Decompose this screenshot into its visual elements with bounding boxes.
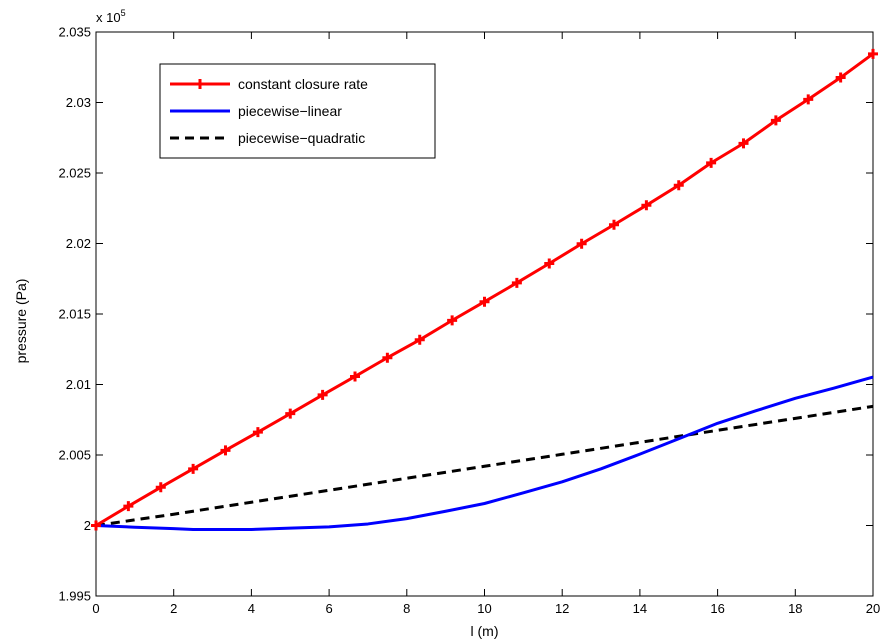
data-point-marker [706, 157, 717, 168]
data-point-marker [511, 277, 522, 288]
data-point-marker [835, 72, 846, 83]
data-point-marker [155, 482, 166, 493]
data-point-marker [803, 94, 814, 105]
legend-label-2: piecewise−quadratic [238, 130, 365, 146]
x-tick-label: 16 [710, 601, 724, 616]
y-tick-label: 1.995 [58, 589, 91, 604]
data-point-marker [91, 520, 101, 531]
x-tick-label: 8 [403, 601, 410, 616]
x-tick-label: 6 [325, 601, 332, 616]
legend-label-0: constant closure rate [238, 76, 368, 92]
legend-marker [195, 79, 205, 89]
data-point-marker [285, 408, 296, 419]
x-tick-label: 12 [555, 601, 569, 616]
data-point-marker [123, 501, 134, 512]
x-tick-label: 4 [248, 601, 255, 616]
y-tick-label: 2.02 [66, 236, 91, 251]
data-point-marker [317, 389, 328, 400]
y-axis-label: pressure (Pa) [13, 279, 29, 364]
data-point-marker [641, 200, 652, 211]
y-tick-label: 2.035 [58, 25, 91, 40]
data-point-marker [382, 352, 393, 363]
data-point-marker [544, 258, 555, 269]
data-point-marker [220, 445, 231, 456]
data-point-marker [576, 238, 587, 249]
data-point-marker [350, 371, 361, 382]
series-line-2 [95, 404, 874, 527]
x-tick-label: 0 [92, 601, 99, 616]
y-tick-label: 2.01 [66, 377, 91, 392]
x-tick-label: 2 [170, 601, 177, 616]
x-tick-label: 20 [866, 601, 880, 616]
y-axis-multiplier: x 105 [96, 8, 126, 25]
series-line-1 [95, 375, 874, 531]
x-tick-label: 18 [788, 601, 802, 616]
x-tick-label: 14 [633, 601, 647, 616]
legend-label-1: piecewise−linear [238, 103, 342, 119]
x-tick-label: 10 [477, 601, 491, 616]
legend: constant closure rate piecewise−linear pie… [159, 63, 436, 159]
y-tick-label: 2.03 [66, 95, 91, 110]
data-point-marker [608, 219, 619, 230]
data-point-marker [770, 115, 781, 126]
data-point-marker [868, 48, 878, 59]
x-axis-label: l (m) [471, 623, 499, 639]
data-point-marker [673, 180, 684, 191]
y-tick-label: 2.025 [58, 166, 91, 181]
y-tick-label: 2.015 [58, 307, 91, 322]
data-point-marker [188, 463, 199, 474]
data-point-marker [479, 296, 490, 307]
data-point-marker [738, 138, 749, 149]
data-point-marker [447, 315, 458, 326]
y-tick-label: 2.005 [58, 448, 91, 463]
plot-area: 0 2 4 6 8 10 12 14 16 18 20 1.995 2 2.005 2.01 2.015 2.0… [58, 25, 880, 617]
data-point-marker [252, 427, 263, 438]
data-point-marker [414, 334, 425, 345]
y-tick-label: 2 [84, 518, 91, 533]
